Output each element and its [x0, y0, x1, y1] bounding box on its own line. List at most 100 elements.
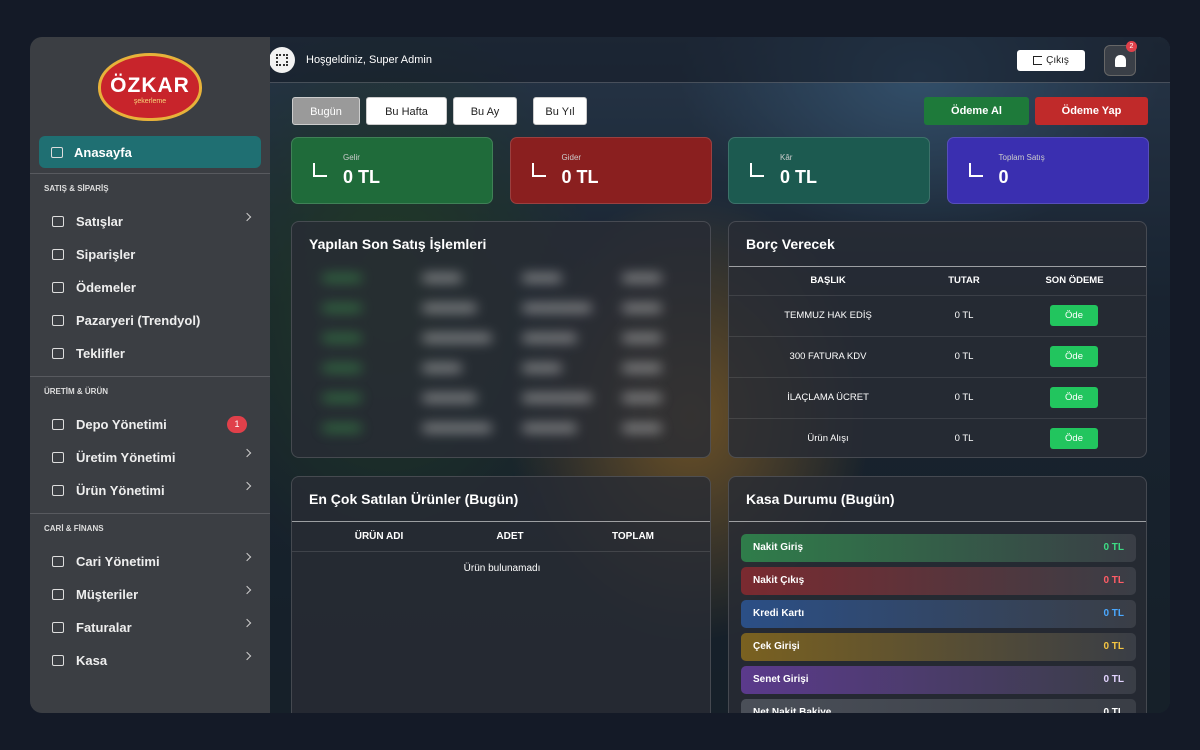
nav-item[interactable]: Teklifler: [30, 337, 270, 370]
nav-item[interactable]: Ürün Yönetimi: [30, 474, 270, 507]
blurred-cell: [322, 424, 362, 432]
chevron: [242, 481, 252, 491]
nav-label: Üretim Yönetimi: [76, 450, 176, 465]
icon: [52, 556, 64, 567]
filter-button[interactable]: Bu Ay: [453, 97, 517, 125]
filter-button[interactable]: Bu Yıl: [533, 97, 587, 125]
icon: [1033, 56, 1043, 65]
panel-title: Yapılan Son Satış İşlemleri: [309, 236, 487, 252]
nav-label: Teklifler: [76, 346, 125, 361]
stat-label: Toplam Satış: [998, 153, 1045, 162]
nav-section: ÜRETİM & ÜRÜN Depo Yönetimi 1 Üretim Yöneti…: [30, 376, 270, 513]
stat-label: Kâr: [780, 153, 793, 162]
logout-button[interactable]: Çıkış: [1017, 50, 1085, 71]
blurred-cell: [422, 304, 477, 312]
blurred-cell: [622, 424, 662, 432]
icon: [52, 452, 64, 463]
cash-label: Kredi Kartı: [753, 608, 805, 619]
column-header: ADET: [496, 531, 524, 542]
cash-value: 0 TL: [1103, 641, 1124, 652]
cash-label: Senet Girişi: [753, 674, 809, 685]
icon: [51, 146, 63, 158]
column-header: BAŞLIK: [810, 275, 846, 286]
cash-value: 0 TL: [1103, 707, 1124, 713]
stat-value: 0 TL: [561, 167, 599, 187]
cell: İLAÇLAMA ÜCRET: [787, 392, 869, 403]
nav-item[interactable]: Depo Yönetimi 1: [30, 408, 270, 441]
nav-item[interactable]: Kasa: [30, 644, 270, 677]
nav-label: Anasayfa: [74, 144, 132, 160]
nav-label: Ürün Yönetimi: [76, 483, 165, 498]
blurred-cell: [422, 274, 462, 282]
icon: [52, 348, 64, 359]
chevron: [242, 212, 252, 222]
nav-item[interactable]: Üretim Yönetimi: [30, 441, 270, 474]
stat-value: 0: [998, 167, 1009, 187]
cell: Ürün Alışı: [807, 433, 849, 444]
app-window: ÖZKAR şekerleme Anasayfa SATIŞ & SİPARİŞ Sat…: [30, 37, 1170, 713]
cell: 0 TL: [954, 433, 974, 444]
logo: ÖZKAR şekerleme: [98, 53, 202, 121]
nav-section: SATIŞ & SİPARİŞ Satışlar Siparişler Ödemele…: [30, 173, 270, 376]
cash-panel: Kasa Durumu (Bugün) Nakit Giriş 0 TL Nakit …: [728, 476, 1147, 713]
pay-button[interactable]: Öde: [1050, 305, 1098, 326]
column-header: ÜRÜN ADI: [354, 531, 404, 542]
cash-row: Çek Girişi 0 TL: [741, 633, 1136, 661]
blurred-cell: [622, 334, 662, 342]
nav-item[interactable]: Pazaryeri (Trendyol): [30, 304, 270, 337]
nav-home[interactable]: Anasayfa: [39, 136, 261, 168]
pay-button[interactable]: Öde: [1050, 428, 1098, 449]
icon: [52, 282, 64, 293]
nav-label: Müşteriler: [76, 587, 139, 602]
icon: [750, 163, 764, 177]
apps-button[interactable]: [270, 47, 295, 73]
cell: TEMMUZ HAK EDİŞ: [784, 310, 872, 321]
nav-item[interactable]: Satışlar: [30, 205, 270, 238]
cell: 0 TL: [954, 310, 974, 321]
pay-button[interactable]: Öde: [1050, 387, 1098, 408]
cell: 300 FATURA KDV: [789, 351, 867, 362]
sidebar: ÖZKAR şekerleme Anasayfa SATIŞ & SİPARİŞ Sat…: [30, 37, 270, 713]
cash-label: Nakit Giriş: [753, 542, 804, 553]
divider: [729, 266, 1146, 267]
blurred-cell: [522, 364, 562, 372]
filter-button[interactable]: Bu Hafta: [366, 97, 447, 125]
blurred-cell: [322, 304, 362, 312]
cash-value: 0 TL: [1103, 542, 1124, 553]
chevron: [242, 448, 252, 458]
action-button[interactable]: Ödeme Al: [924, 97, 1029, 125]
pay-button[interactable]: Öde: [1050, 346, 1098, 367]
header: Hoşgeldiniz, Super Admin Çıkış 2: [270, 37, 1170, 83]
action-button[interactable]: Ödeme Yap: [1035, 97, 1148, 125]
nav-item[interactable]: Cari Yönetimi: [30, 545, 270, 578]
section-title: CARİ & FİNANS: [44, 524, 104, 533]
nav-item[interactable]: Siparişler: [30, 238, 270, 271]
chevron: [242, 585, 252, 595]
blurred-cell: [522, 274, 562, 282]
nav-item[interactable]: Müşteriler: [30, 578, 270, 611]
nav-item[interactable]: Faturalar: [30, 611, 270, 644]
recent-sales-panel: Yapılan Son Satış İşlemleri: [291, 221, 711, 458]
nav-label: Pazaryeri (Trendyol): [76, 313, 201, 328]
row-divider: [729, 336, 1146, 337]
nav-sections: SATIŞ & SİPARİŞ Satışlar Siparişler Ödemele…: [30, 173, 270, 683]
logout-label: Çıkış: [1046, 55, 1069, 66]
nav-label: Faturalar: [76, 620, 132, 635]
nav-item[interactable]: Ödemeler: [30, 271, 270, 304]
blurred-cell: [622, 274, 662, 282]
notifications-button[interactable]: 2: [1104, 41, 1137, 76]
nav-label: Cari Yönetimi: [76, 554, 160, 569]
blurred-cell: [622, 394, 662, 402]
badge: 2: [1126, 41, 1137, 52]
blurred-content: [292, 262, 710, 457]
blurred-cell: [522, 394, 592, 402]
icon: [1115, 55, 1126, 67]
icon: [52, 589, 64, 600]
icon: [52, 655, 64, 666]
section-title: SATIŞ & SİPARİŞ: [44, 184, 109, 193]
filter-button[interactable]: Bugün: [292, 97, 360, 125]
cash-value: 0 TL: [1103, 608, 1124, 619]
logo-brand: ÖZKAR: [110, 74, 190, 97]
blurred-cell: [322, 274, 362, 282]
blurred-cell: [522, 424, 577, 432]
